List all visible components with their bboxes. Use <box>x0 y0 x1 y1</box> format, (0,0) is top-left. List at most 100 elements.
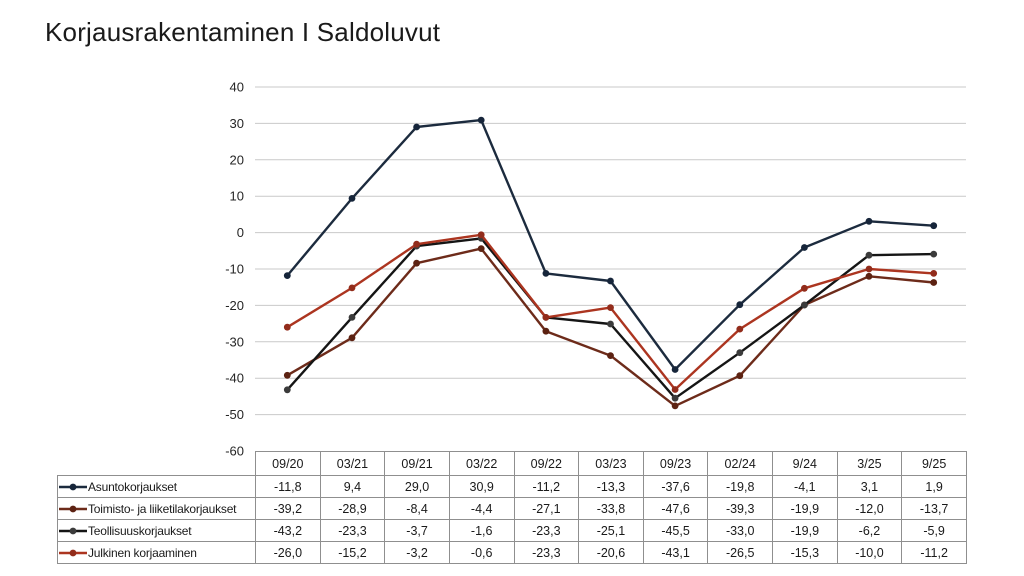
value-cell: -37,6 <box>642 475 709 498</box>
data-point-julkinen-korjaaminen <box>283 323 291 331</box>
line-chart: 40 30 20 10 0 -10 -20 -30 -40 -50 -60 <box>225 80 966 459</box>
series-line-asuntokorjaukset <box>286 118 935 371</box>
y-axis-tick-label: -40 <box>225 371 244 386</box>
y-axis-tick-label: 10 <box>230 189 244 204</box>
series-row-asuntokorjaukset: Asuntokorjaukset -11,8 9,4 29,0 30,9 -11,2 -13… <box>57 475 967 498</box>
value-cell: -3,7 <box>384 519 450 542</box>
value-cell: -26,5 <box>707 541 773 564</box>
data-point-julkinen-korjaaminen <box>736 325 744 333</box>
data-point-asuntokorjaukset <box>930 222 938 230</box>
series-line-teollisuuskorjaukset <box>286 237 935 400</box>
value-cell: -33,8 <box>578 497 644 520</box>
legend-line-icon <box>59 527 87 534</box>
data-point-julkinen-korjaaminen <box>671 386 679 393</box>
value-cell: -39,2 <box>255 497 321 520</box>
value-cell: -11,2 <box>901 541 967 564</box>
period-header-row: 09/20 03/21 09/21 03/22 09/22 03/23 09/23 02/24… <box>58 451 967 476</box>
data-point-asuntokorjaukset <box>801 244 808 251</box>
value-cell: -27,1 <box>513 497 580 520</box>
value-cell: -10,0 <box>836 541 903 564</box>
data-point-asuntokorjaukset <box>542 270 550 277</box>
period-header-cell: 9/25 <box>901 451 967 476</box>
value-cell: -23,3 <box>513 519 580 542</box>
period-header-cell: 9/24 <box>772 451 838 476</box>
period-header-cell: 09/21 <box>384 451 450 476</box>
value-cell: -3,2 <box>384 541 450 564</box>
data-point-teollisuuskorjaukset <box>801 301 808 309</box>
value-cell: -8,4 <box>384 497 450 520</box>
data-point-julkinen-korjaaminen <box>801 284 808 292</box>
value-cell: -4,4 <box>448 497 515 520</box>
data-point-toimisto-ja-liiketilakorjaukset <box>542 327 550 335</box>
value-cell: -5,9 <box>901 519 967 542</box>
data-point-julkinen-korjaaminen <box>542 314 550 321</box>
data-point-toimisto-ja-liiketilakorjaukset <box>348 334 356 342</box>
data-point-teollisuuskorjaukset <box>671 394 679 402</box>
data-point-toimisto-ja-liiketilakorjaukset <box>413 259 420 267</box>
data-point-julkinen-korjaaminen <box>865 265 873 273</box>
series-name-cell: Julkinen korjaaminen <box>57 541 256 564</box>
period-header-cell: 3/25 <box>836 451 903 476</box>
value-cell: -19,9 <box>772 497 838 520</box>
y-axis-tick-label: 30 <box>230 116 244 131</box>
data-point-toimisto-ja-liiketilakorjaukset <box>671 402 679 410</box>
data-point-toimisto-ja-liiketilakorjaukset <box>607 352 614 359</box>
y-axis-tick-label: -50 <box>225 407 244 422</box>
series-row-toimisto-ja-liiketilakorjaukset: Toimisto- ja liiketilakorjaukset -39,2 -28… <box>57 497 967 520</box>
legend-line-icon <box>59 549 87 556</box>
value-cell: -12,0 <box>836 497 903 520</box>
value-cell: -25,1 <box>578 519 644 542</box>
value-cell: -11,2 <box>513 475 580 498</box>
value-cell: -23,3 <box>513 541 580 564</box>
value-cell: -15,2 <box>319 541 386 564</box>
y-axis-tick-label: -10 <box>225 262 244 277</box>
data-point-teollisuuskorjaukset <box>736 349 744 357</box>
data-point-julkinen-korjaaminen <box>607 304 614 311</box>
value-cell: 30,9 <box>448 475 515 498</box>
data-point-julkinen-korjaaminen <box>930 270 938 277</box>
series-row-julkinen-korjaaminen: Julkinen korjaaminen -26,0 -15,2 -3,2 -0,6 -2… <box>57 541 967 564</box>
data-point-asuntokorjaukset <box>607 277 614 285</box>
data-point-julkinen-korjaaminen <box>413 240 420 248</box>
value-cell: -28,9 <box>319 497 386 520</box>
series-name-label: Teollisuuskorjaukset <box>88 523 192 538</box>
period-header-cell: 03/23 <box>578 451 644 476</box>
data-point-asuntokorjaukset <box>477 116 485 124</box>
value-cell: 3,1 <box>836 475 903 498</box>
data-point-toimisto-ja-liiketilakorjaukset <box>283 371 291 379</box>
data-point-teollisuuskorjaukset <box>930 250 938 258</box>
value-cell: -13,7 <box>901 497 967 520</box>
value-cell: -23,3 <box>319 519 386 542</box>
y-axis-tick-label: 40 <box>230 80 244 95</box>
period-header-cell: 03/22 <box>448 451 515 476</box>
data-point-toimisto-ja-liiketilakorjaukset <box>930 279 938 286</box>
series-name-cell: Toimisto- ja liiketilakorjaukset <box>57 497 256 520</box>
data-point-asuntokorjaukset <box>736 301 744 309</box>
table-body: 09/20 03/21 09/21 03/22 09/22 03/23 09/23 02/24… <box>57 451 967 564</box>
series-line-julkinen-korjaaminen <box>286 233 935 391</box>
period-header-cell: 02/24 <box>707 451 773 476</box>
data-point-toimisto-ja-liiketilakorjaukset <box>736 372 744 380</box>
value-cell: -43,2 <box>255 519 321 542</box>
value-cell: -19,9 <box>772 519 838 542</box>
series-row-teollisuuskorjaukset: Teollisuuskorjaukset -43,2 -23,3 -3,7 -1,6 -2… <box>57 519 967 542</box>
data-point-asuntokorjaukset <box>671 366 679 373</box>
value-cell: -43,1 <box>642 541 709 564</box>
legend-line-icon <box>59 483 87 490</box>
value-cell: -13,3 <box>578 475 644 498</box>
value-cell: 29,0 <box>384 475 450 498</box>
period-header-cell: 09/22 <box>513 451 580 476</box>
data-point-julkinen-korjaaminen <box>348 284 356 292</box>
data-point-asuntokorjaukset <box>413 123 420 131</box>
period-header-cell: 03/21 <box>319 451 386 476</box>
value-cell: -39,3 <box>707 497 773 520</box>
value-cell: -1,6 <box>448 519 515 542</box>
chart-title: Korjausrakentaminen I Saldoluvut <box>45 17 441 47</box>
data-point-teollisuuskorjaukset <box>348 314 356 321</box>
y-axis-tick-label: -60 <box>225 444 244 459</box>
data-point-teollisuuskorjaukset <box>865 251 873 259</box>
data-point-asuntokorjaukset <box>348 195 356 202</box>
y-axis-tick-label: 20 <box>230 152 244 167</box>
series-name-label: Asuntokorjaukset <box>88 479 177 494</box>
